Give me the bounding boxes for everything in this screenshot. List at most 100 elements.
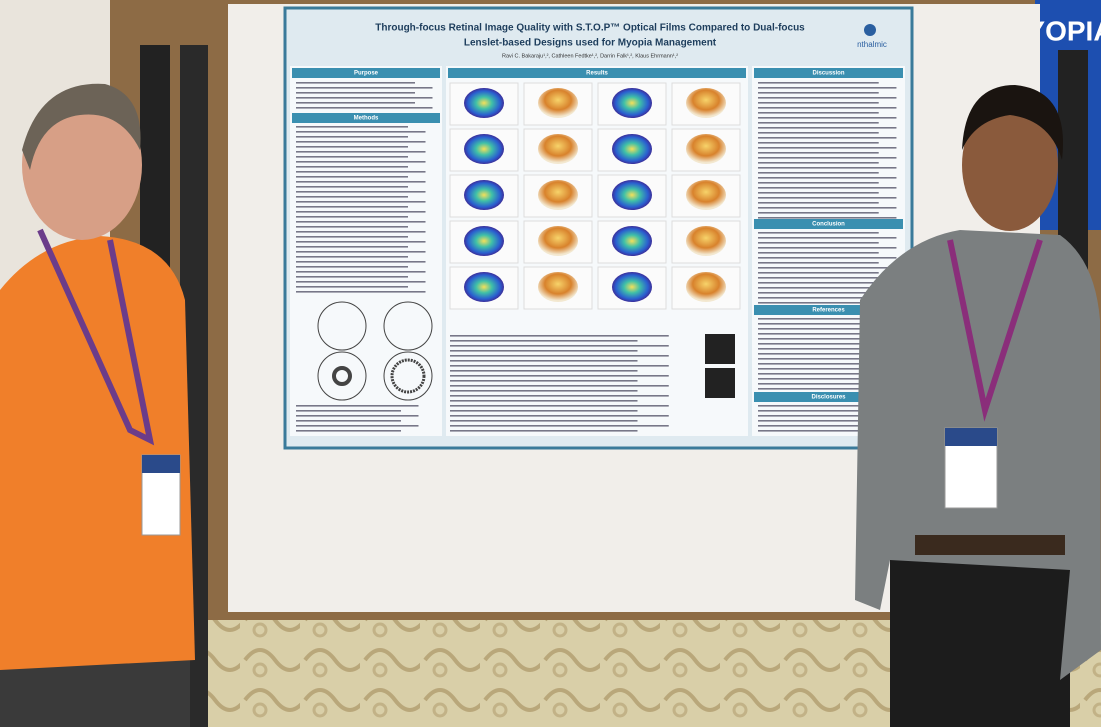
text-line [758,252,879,254]
badge-header [142,455,180,473]
text-line [758,368,886,370]
body-text [296,82,897,432]
text-line [450,380,638,382]
text-line [296,181,426,183]
head [22,90,142,240]
poster-title: Through-focus Retinal Image Quality with… [375,23,805,34]
text-line [450,390,638,392]
spot [390,358,426,394]
text-line [758,292,879,294]
surface-plot [538,226,578,256]
text-line [296,191,426,193]
text-line [296,410,401,412]
text-line [758,107,897,109]
text-line [758,187,897,189]
text-line [296,92,415,94]
results-figure [449,82,741,310]
text-line [450,365,669,367]
text-line [758,333,869,335]
text-line [296,201,426,203]
text-line [296,211,426,213]
text-line [758,247,897,249]
text-line [296,420,401,422]
section-heading: Purpose [354,71,379,77]
text-line [296,216,408,218]
text-line [758,122,879,124]
text-line [450,400,638,402]
text-line [450,420,638,422]
text-line [758,192,879,194]
text-line [758,373,869,375]
text-line [758,257,897,259]
text-line [450,355,669,357]
surface-plot [686,226,726,256]
surface-plot [538,272,578,302]
text-line [296,405,419,407]
hair [22,83,141,170]
spot [317,351,367,401]
text-line [450,425,669,427]
surface-plot [464,88,504,118]
surface-plot [612,134,652,164]
spot-diagrams [317,301,433,401]
surface-plot [612,180,652,210]
text-line [450,350,638,352]
text-line [296,226,408,228]
text-line [296,107,433,109]
section-heading: Conclusion [812,222,845,228]
poster-title: Lenslet-based Designs used for Myopia Ma… [464,38,717,49]
text-line [296,102,415,104]
surface-plot [538,88,578,118]
text-line [296,161,426,163]
surface-plot [464,226,504,256]
text-line [758,137,897,139]
text-line [450,395,669,397]
text-line [758,323,869,325]
text-line [758,152,879,154]
trousers [890,560,1070,727]
text-line [296,196,408,198]
text-line [758,177,897,179]
spot [332,366,352,386]
surface-plot [686,180,726,210]
surface-plot [538,134,578,164]
section-heading-bar [754,68,903,78]
text-line [758,92,879,94]
surface-plot [686,88,726,118]
text-line [758,410,865,412]
surface-plot [464,180,504,210]
text-line [296,166,408,168]
surface-plot [464,272,504,302]
section-heading-bar [754,219,903,229]
section-headings: Purpose Methods Results Discussion Conclusio… [292,68,903,402]
text-line [296,266,408,268]
qr-code [705,368,735,398]
spot [383,301,433,351]
text-line [758,112,879,114]
text-line [758,182,879,184]
text-line [758,343,869,345]
text-line [758,388,886,390]
surface-plot [612,272,652,302]
spot [383,351,433,401]
text-line [758,237,897,239]
text-line [450,415,669,417]
text-line [758,217,897,219]
text-line [758,167,897,169]
text-line [296,276,408,278]
text-line [296,281,426,283]
text-line [296,136,408,138]
section-heading-bar [448,68,746,78]
text-line [296,141,426,143]
text-line [758,297,897,299]
text-line [758,277,897,279]
text-line [296,425,419,427]
text-line [296,256,408,258]
text-line [758,405,883,407]
text-line [758,338,886,340]
text-line [758,102,879,104]
text-line [758,262,879,264]
text-line [758,287,897,289]
